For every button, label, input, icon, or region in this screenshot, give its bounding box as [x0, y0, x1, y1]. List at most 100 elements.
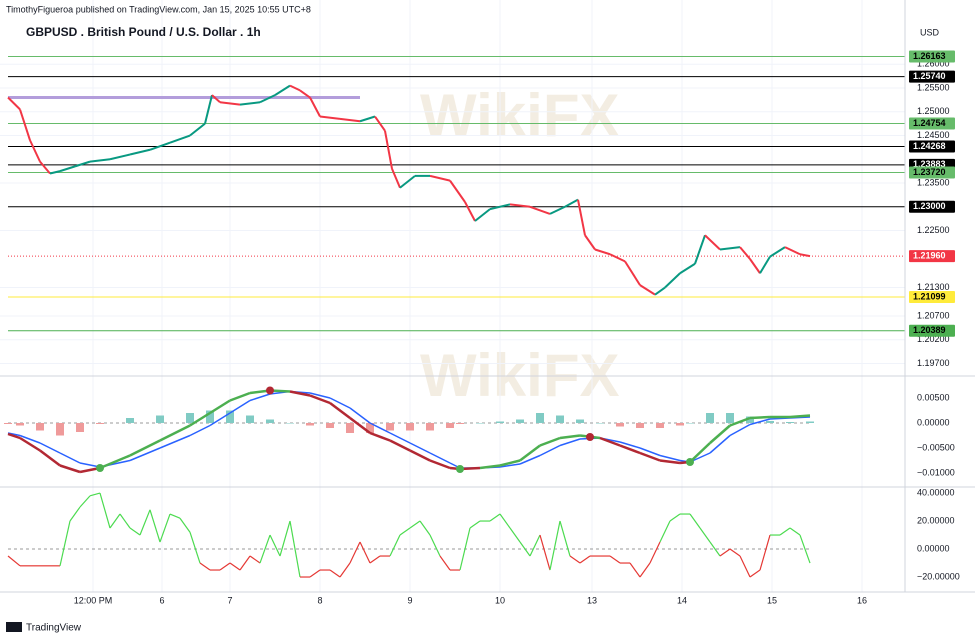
macd-segment — [349, 417, 371, 434]
price-segment — [577, 199, 586, 236]
histogram-bar — [96, 423, 104, 424]
histogram-bar — [806, 421, 814, 423]
price-segment — [239, 101, 261, 106]
price-segment — [39, 160, 51, 175]
y-tick-label: 1.25000 — [917, 106, 950, 116]
oscillator-segment — [7, 555, 21, 567]
level-label: 1.23000 — [913, 201, 946, 211]
oscillator-segment — [799, 534, 811, 564]
x-tick-label: 7 — [227, 595, 232, 605]
histogram-bar — [346, 423, 354, 433]
oscillator-segment — [649, 541, 661, 564]
oscillator-segment — [169, 513, 181, 519]
level-label: 1.23720 — [913, 167, 946, 177]
signal-segment — [709, 434, 731, 454]
macd-segment — [659, 459, 681, 465]
oscillator-segment — [669, 513, 681, 522]
signal-segment — [619, 441, 641, 449]
level-badge — [909, 166, 955, 179]
signal-segment — [639, 447, 661, 457]
price-segment — [211, 94, 221, 104]
y-tick-label: −0.00500 — [917, 442, 955, 452]
oscillator-segment — [59, 520, 71, 566]
signal-segment — [19, 434, 41, 444]
watermark: WikiFX — [420, 82, 619, 149]
signal-segment — [329, 397, 351, 409]
x-tick-label: 6 — [159, 595, 164, 605]
price-segment — [391, 168, 401, 189]
oscillator-segment — [119, 513, 131, 529]
oscillator-segment — [239, 555, 251, 571]
histogram-bar — [406, 423, 414, 431]
price-segment — [189, 122, 206, 137]
oscillator-segment — [89, 492, 101, 497]
histogram-bar — [266, 419, 274, 423]
histogram-bar — [426, 423, 434, 431]
signal-segment — [369, 422, 391, 434]
histogram-bar — [636, 423, 644, 428]
macd-segment — [39, 449, 61, 467]
price-segment — [679, 262, 696, 275]
oscillator-segment — [719, 548, 731, 557]
oscillator-segment — [459, 527, 471, 571]
watermark: WikiFX — [420, 342, 619, 409]
macd-segment — [389, 439, 411, 452]
histogram-bar — [446, 423, 454, 428]
chart-title: GBPUSD . British Pound / U.S. Dollar . 1… — [26, 25, 261, 39]
y-tick-label: 1.25500 — [917, 82, 950, 92]
oscillator-segment — [109, 513, 121, 529]
oscillator-segment — [349, 541, 361, 564]
y-tick-label: 1.19700 — [917, 358, 950, 368]
macd-segment — [309, 394, 331, 405]
signal-segment — [409, 442, 431, 454]
price-segment — [739, 246, 751, 260]
price-segment — [664, 272, 681, 289]
histogram-bar — [4, 423, 12, 424]
macd-segment — [329, 402, 351, 419]
price-segment — [49, 170, 61, 175]
price-segment — [74, 160, 91, 168]
macd-segment — [409, 449, 431, 462]
histogram-bar — [186, 413, 194, 423]
macd-segment — [7, 432, 21, 440]
cross-marker — [96, 464, 104, 472]
macd-segment — [789, 414, 811, 419]
oscillator-segment — [249, 555, 261, 564]
price-segment — [449, 180, 466, 203]
price-segment — [704, 234, 721, 251]
macd-segment — [749, 415, 771, 420]
oscillator-segment — [329, 569, 341, 578]
y-tick-label: 1.22500 — [917, 225, 950, 235]
x-tick-label: 10 — [495, 595, 505, 605]
histogram-bar — [556, 415, 564, 423]
histogram-bar — [706, 413, 714, 423]
oscillator-segment — [439, 555, 451, 571]
level-badge — [909, 70, 955, 83]
oscillator-segment — [309, 569, 321, 578]
price-segment — [129, 148, 151, 156]
price-segment — [399, 175, 416, 189]
signal-segment — [519, 454, 541, 465]
macd-segment — [99, 454, 131, 470]
price-segment — [109, 153, 131, 161]
price-segment — [654, 286, 666, 296]
oscillator-segment — [639, 562, 651, 578]
signal-segment — [229, 399, 251, 414]
price-segment — [549, 205, 566, 215]
macd-segment — [189, 411, 211, 427]
cross-marker — [586, 433, 594, 441]
cross-marker — [456, 465, 464, 473]
y-tick-label: −20.00000 — [917, 571, 960, 581]
macd-segment — [599, 436, 621, 447]
oscillator-segment — [129, 527, 141, 536]
histogram-bar — [686, 423, 694, 424]
oscillator-segment — [149, 509, 161, 543]
price-segment — [219, 101, 241, 106]
logo — [6, 622, 22, 632]
signal-segment — [189, 424, 211, 437]
level-label: 1.21099 — [913, 291, 946, 301]
price-segment — [624, 260, 641, 286]
macd-segment — [289, 390, 311, 397]
price-segment — [89, 158, 111, 163]
cross-marker — [266, 386, 274, 395]
